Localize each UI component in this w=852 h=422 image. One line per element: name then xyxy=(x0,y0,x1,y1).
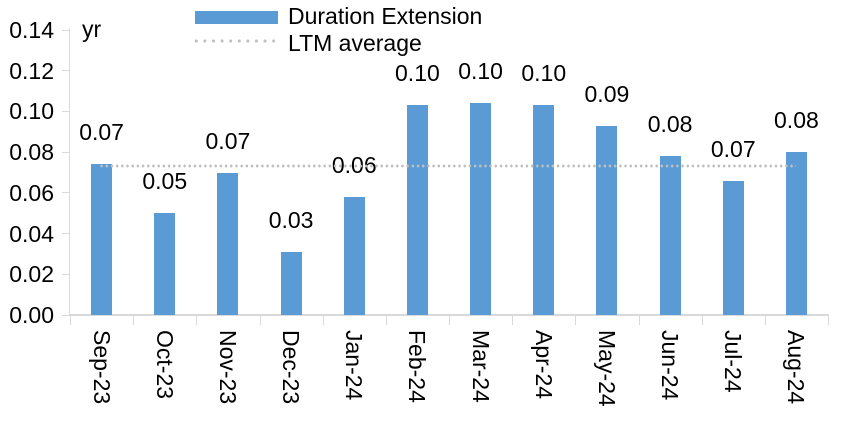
bar xyxy=(596,125,618,315)
y-axis-tick-label: 0.14 xyxy=(9,17,54,43)
bar xyxy=(406,105,428,315)
y-axis-tick xyxy=(62,314,70,316)
x-axis-tick xyxy=(764,316,766,325)
x-axis-label: Sep-23 xyxy=(88,330,115,405)
ltm-average-legend-label: LTM average xyxy=(288,30,422,56)
bar xyxy=(785,152,807,315)
data-label: 0.10 xyxy=(395,60,440,87)
data-label: 0.08 xyxy=(647,111,693,138)
data-label: 0.05 xyxy=(142,168,188,195)
x-axis-label: Feb-24 xyxy=(404,330,431,403)
data-label: 0.07 xyxy=(79,119,124,146)
bar xyxy=(533,105,555,315)
data-label: 0.07 xyxy=(710,135,756,162)
x-axis-tick xyxy=(133,316,135,325)
bar xyxy=(722,180,744,315)
bar xyxy=(280,251,302,315)
x-axis-tick xyxy=(701,316,703,325)
x-axis-label: Jul-24 xyxy=(720,330,747,393)
y-axis-tick-label: 0.12 xyxy=(9,57,54,84)
bar xyxy=(217,172,239,315)
data-label: 0.07 xyxy=(205,127,251,154)
bar xyxy=(154,213,176,315)
duration-extension-legend-swatch xyxy=(195,11,278,24)
x-axis-tick xyxy=(828,316,829,325)
x-axis-label: Mar-24 xyxy=(467,330,494,403)
data-label: 0.09 xyxy=(584,80,630,107)
bar xyxy=(91,164,113,315)
x-axis-tick xyxy=(70,316,71,325)
x-axis-label: Dec-23 xyxy=(278,330,305,405)
x-axis-label: May-24 xyxy=(593,330,620,407)
y-axis-tick xyxy=(62,233,70,235)
y-axis-tick-label: 0.04 xyxy=(9,220,54,247)
y-axis-tick xyxy=(62,29,70,31)
bar xyxy=(659,156,681,315)
x-axis-tick xyxy=(196,316,198,325)
y-axis-tick xyxy=(62,192,70,194)
y-axis-tick xyxy=(62,273,70,275)
data-label: 0.10 xyxy=(521,60,567,87)
x-axis-tick xyxy=(575,316,577,325)
x-axis-tick xyxy=(512,316,514,325)
y-axis-tick-label: 0.10 xyxy=(9,98,54,125)
bar xyxy=(343,196,365,315)
x-axis-tick xyxy=(385,316,387,325)
duration-extension-legend-label: Duration Extension xyxy=(288,3,483,29)
y-axis-tick-label: 0.02 xyxy=(9,261,54,288)
ltm-average-line xyxy=(98,164,797,169)
x-axis-label: Aug-24 xyxy=(783,330,810,405)
y-axis-tick xyxy=(62,70,70,72)
x-axis-label: Apr-24 xyxy=(530,330,557,400)
y-axis-tick xyxy=(62,110,70,112)
x-axis-tick xyxy=(638,316,640,325)
y-axis-tick-label: 0.00 xyxy=(9,302,54,328)
y-axis-tick-label: 0.08 xyxy=(9,139,54,166)
x-axis-label: Nov-23 xyxy=(214,330,241,405)
data-label: 0.08 xyxy=(774,107,819,134)
x-axis-tick xyxy=(322,316,324,325)
y-axis-tick xyxy=(62,151,70,153)
ltm-average-legend-swatch xyxy=(192,39,278,43)
data-label: 0.10 xyxy=(458,58,503,85)
y-axis-tick-label: 0.06 xyxy=(9,179,54,206)
y-axis-unit-label: yr xyxy=(82,16,102,42)
data-label: 0.03 xyxy=(268,206,314,233)
legend: Duration Extension LTM average xyxy=(0,0,852,60)
x-axis-label: Jan-24 xyxy=(341,330,368,401)
x-axis-tick xyxy=(259,316,261,325)
y-axis-line xyxy=(69,28,70,316)
x-axis-label: Oct-23 xyxy=(151,330,178,400)
bar xyxy=(470,103,492,315)
x-axis-label: Jun-24 xyxy=(657,330,684,401)
x-axis-line xyxy=(70,314,829,316)
x-axis-tick xyxy=(449,316,450,325)
